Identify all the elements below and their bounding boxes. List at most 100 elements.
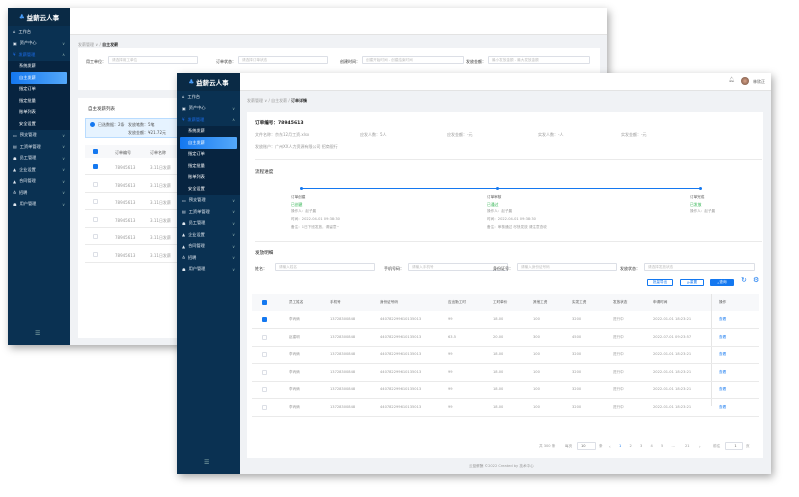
view-link[interactable]: 查看 (719, 369, 727, 374)
sidebar-item-1[interactable]: ▣ 资产中心 ∨ (182, 105, 235, 111)
sidebar-item-4[interactable]: ▤ 工资单管理 ∨ (13, 143, 65, 150)
select-all-checkbox[interactable] (262, 300, 267, 305)
sidebar-item-9[interactable]: ☗ 用户管理 ∨ (13, 201, 65, 207)
search-button[interactable]: ⌕ 查询 (710, 279, 734, 286)
submenu-item-5[interactable]: 安全设置 (188, 185, 205, 191)
filter-input[interactable]: 请选择用工单位 (108, 56, 198, 64)
collapse-menu-icon[interactable]: ☰ (204, 459, 210, 466)
filter-input[interactable]: 请选择订单状态 (238, 56, 328, 64)
table-cell: 2022-01-01 18:23:21 (653, 352, 692, 356)
filter-input[interactable]: 创建开始时间 - 创建结束时间 (362, 56, 464, 64)
goto-suffix: 页 (746, 444, 750, 448)
select-all-checkbox[interactable] (93, 149, 98, 154)
filter-input[interactable]: 请选择发放状态 (644, 263, 755, 271)
bell-icon[interactable]: 🔔︎ (728, 77, 735, 83)
row-checkbox[interactable] (262, 369, 267, 375)
table-cell: 63.5 (448, 334, 457, 339)
filter-input[interactable]: 最小发放金额 - 最大发放金额 (488, 56, 590, 64)
table-cell: 3200 (572, 387, 582, 391)
row-checkbox[interactable] (93, 181, 98, 187)
view-link[interactable]: 查看 (719, 387, 727, 391)
reset-button[interactable]: ⟳ 重置 (680, 279, 704, 286)
table-cell: 100 (533, 369, 540, 374)
sidebar-item-5[interactable]: ☗ 员工管理 ∨ (13, 155, 65, 161)
page-2[interactable]: 2 (629, 444, 632, 448)
submenu-item-0[interactable]: 系统发薪 (188, 128, 205, 134)
order-number: 78945613 (115, 235, 136, 240)
refresh-icon[interactable]: ↻ (741, 276, 747, 284)
row-checkbox[interactable] (262, 352, 267, 357)
sidebar-item-5[interactable]: ☗ 员工管理 ∨ (182, 220, 235, 226)
row-checkbox[interactable] (262, 387, 267, 392)
collapse-menu-icon[interactable]: ☰ (35, 330, 41, 337)
filter-input[interactable]: 请输入手机号 (408, 263, 508, 271)
table-cell: 18.00 (493, 387, 504, 391)
settings-icon[interactable]: ⚙ (753, 276, 760, 284)
card-icon: ▭ (182, 197, 186, 203)
logo-icon: ♣ (188, 78, 195, 86)
submenu-item-5[interactable]: 安全设置 (19, 120, 36, 126)
row-checkbox[interactable] (93, 164, 98, 169)
home-icon: ⌂ (13, 29, 16, 35)
submenu-item-3[interactable]: 指定批量 (188, 162, 205, 168)
avatar[interactable] (741, 77, 749, 85)
step-operator: 操作人：赵子晨 (291, 209, 317, 213)
row-checkbox[interactable] (93, 234, 98, 239)
row-checkbox[interactable] (93, 251, 98, 257)
page-...[interactable]: ... (671, 444, 675, 448)
view-link[interactable]: 查看 (719, 352, 727, 356)
page-21[interactable]: 21 (685, 444, 690, 448)
submenu-item-4[interactable]: 账单列表 (19, 109, 36, 115)
page-5[interactable]: 5 (661, 444, 664, 448)
sidebar-item-0[interactable]: ⌂ 工作台 (13, 28, 32, 35)
submenu-item-2[interactable]: 指定订单 (19, 86, 36, 92)
sidebar-item-1[interactable]: ▣ 资产中心 ∨ (13, 40, 65, 46)
user-name[interactable]: 林欣正 (753, 79, 765, 84)
sidebar-item-3[interactable]: ▭ 预支管理 ∨ (182, 197, 235, 203)
sidebar-item-6[interactable]: ▲ 企业设置 ∨ (13, 166, 65, 173)
submenu-item-2[interactable]: 指定订单 (188, 151, 205, 157)
submenu-item-0[interactable]: 系统发薪 (19, 63, 36, 69)
sidebar-item-7[interactable]: ▲ 合同管理 ∨ (13, 178, 65, 184)
view-link[interactable]: 查看 (719, 317, 727, 321)
sidebar-item-7[interactable]: ▲ 合同管理 ∨ (182, 243, 235, 249)
page-3[interactable]: 3 (640, 444, 643, 448)
goto-page-input[interactable]: 1 (725, 442, 743, 450)
page-4[interactable]: 4 (650, 444, 653, 448)
sidebar-item-3[interactable]: ▭ 预支管理 ∨ (13, 132, 65, 138)
sidebar-item-2[interactable]: ¥ 发薪管理 ∧ (182, 116, 235, 123)
step-status: 已创建 (291, 202, 303, 207)
footer: 云蓝薪酬 ©2022 Created by 技术中心 (469, 464, 534, 468)
submenu-item-4[interactable]: 账单列表 (188, 174, 205, 180)
filter-input[interactable]: 请输入姓名 (275, 263, 375, 271)
batch-export-button[interactable]: 批量导出 (647, 279, 673, 286)
row-checkbox[interactable] (93, 216, 98, 222)
sidebar-item-0[interactable]: ⌂ 工作台 (182, 93, 201, 100)
wallet-icon: ▣ (182, 105, 186, 111)
sidebar-item-8[interactable]: ♁ 招聘 ∨ (182, 254, 235, 261)
page-size-select[interactable]: 10 (577, 442, 596, 450)
table-cell: 13728300848 (330, 317, 356, 321)
filter-input[interactable]: 请输入身份证号码 (517, 263, 617, 271)
view-link[interactable]: 查看 (719, 334, 727, 339)
row-checkbox[interactable] (93, 199, 98, 204)
sidebar-item-2[interactable]: ¥ 发薪管理 ∧ (13, 51, 65, 58)
sidebar-item-9[interactable]: ☗ 用户管理 ∨ (182, 266, 235, 272)
column-header: 操作 (719, 300, 727, 304)
submenu-item-3[interactable]: 指定批量 (19, 97, 36, 103)
sidebar-item-4[interactable]: ▤ 工资单管理 ∨ (182, 208, 235, 215)
sidebar-item-8[interactable]: ♁ 招聘 ∨ (13, 189, 65, 196)
chevron-down-icon: ∨ (232, 232, 235, 238)
row-checkbox[interactable] (262, 404, 267, 410)
view-link[interactable]: 查看 (719, 404, 727, 409)
page-1[interactable]: 1 (619, 444, 622, 448)
next-page-icon[interactable]: › (699, 444, 701, 449)
submenu-item-1[interactable]: 自主发薪 (180, 137, 237, 149)
submenu-item-1[interactable]: 自主发薪 (11, 72, 67, 84)
row-checkbox[interactable] (262, 317, 267, 322)
sidebar-item-6[interactable]: ▲ 企业设置 ∨ (182, 231, 235, 238)
order-name: 3.11日发薪 (150, 165, 171, 170)
per-page-suffix: 条 (599, 444, 603, 448)
prev-page-icon[interactable]: ‹ (609, 444, 611, 449)
row-checkbox[interactable] (262, 334, 267, 340)
